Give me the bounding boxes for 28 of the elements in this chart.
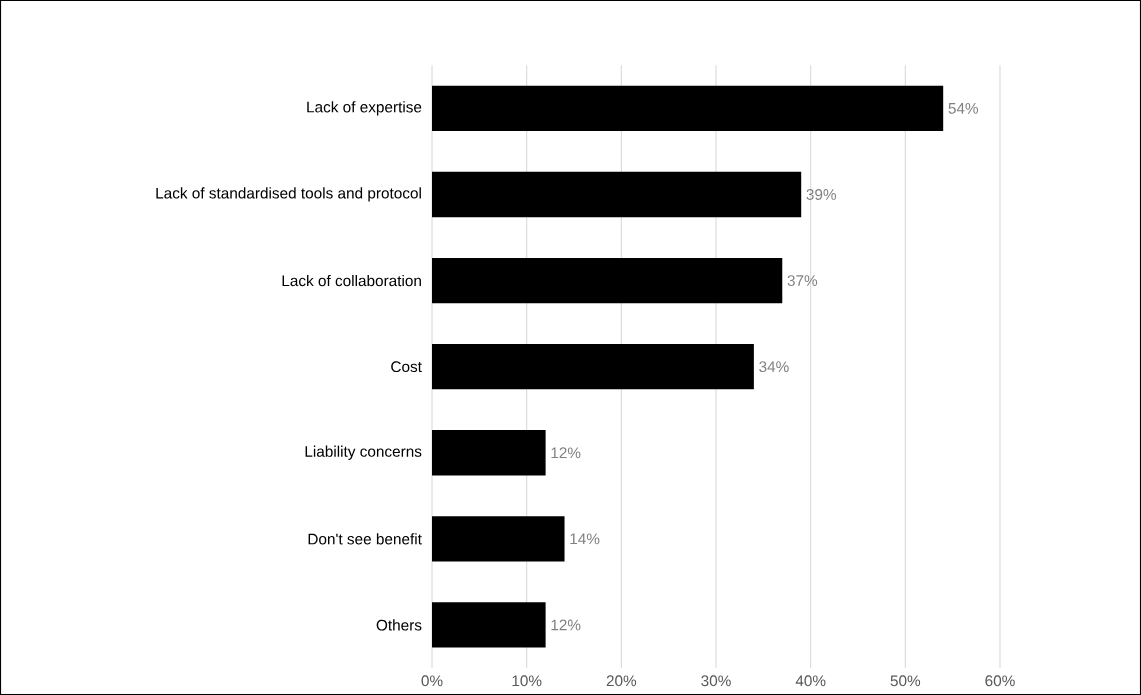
x-tick-label: 50% (890, 675, 921, 687)
y-tick-label: Lack of expertise (307, 101, 422, 116)
data-label: 14% (570, 533, 600, 545)
bar (432, 602, 546, 648)
bar (432, 171, 802, 218)
y-tick-label: Others (376, 619, 422, 631)
x-tick-label: 10% (512, 675, 542, 687)
bar (432, 257, 783, 304)
data-label: 12% (551, 447, 581, 459)
y-tick-label: Lack of collaboration (282, 274, 421, 287)
data-label: 54% (948, 102, 979, 114)
x-tick-label: 30% (701, 675, 731, 687)
y-tick-label: Liability concerns (305, 445, 422, 460)
bar (432, 85, 944, 132)
bar (432, 516, 565, 562)
data-label: 39% (806, 189, 837, 200)
bar (432, 344, 754, 390)
x-tick-label: 40% (795, 675, 826, 687)
y-tick-label: Cost (391, 361, 422, 373)
y-tick-label: Don't see benefit (308, 533, 422, 545)
x-tick-label: 0% (421, 675, 443, 687)
data-label: 37% (787, 275, 818, 286)
data-label: 34% (759, 361, 789, 373)
bar (432, 430, 546, 476)
data-label: 12% (551, 619, 581, 631)
x-tick-label: 20% (606, 675, 637, 687)
y-tick-label: Lack of standardised tools and protocol (156, 187, 421, 202)
x-tick-label: 60% (985, 675, 1015, 687)
